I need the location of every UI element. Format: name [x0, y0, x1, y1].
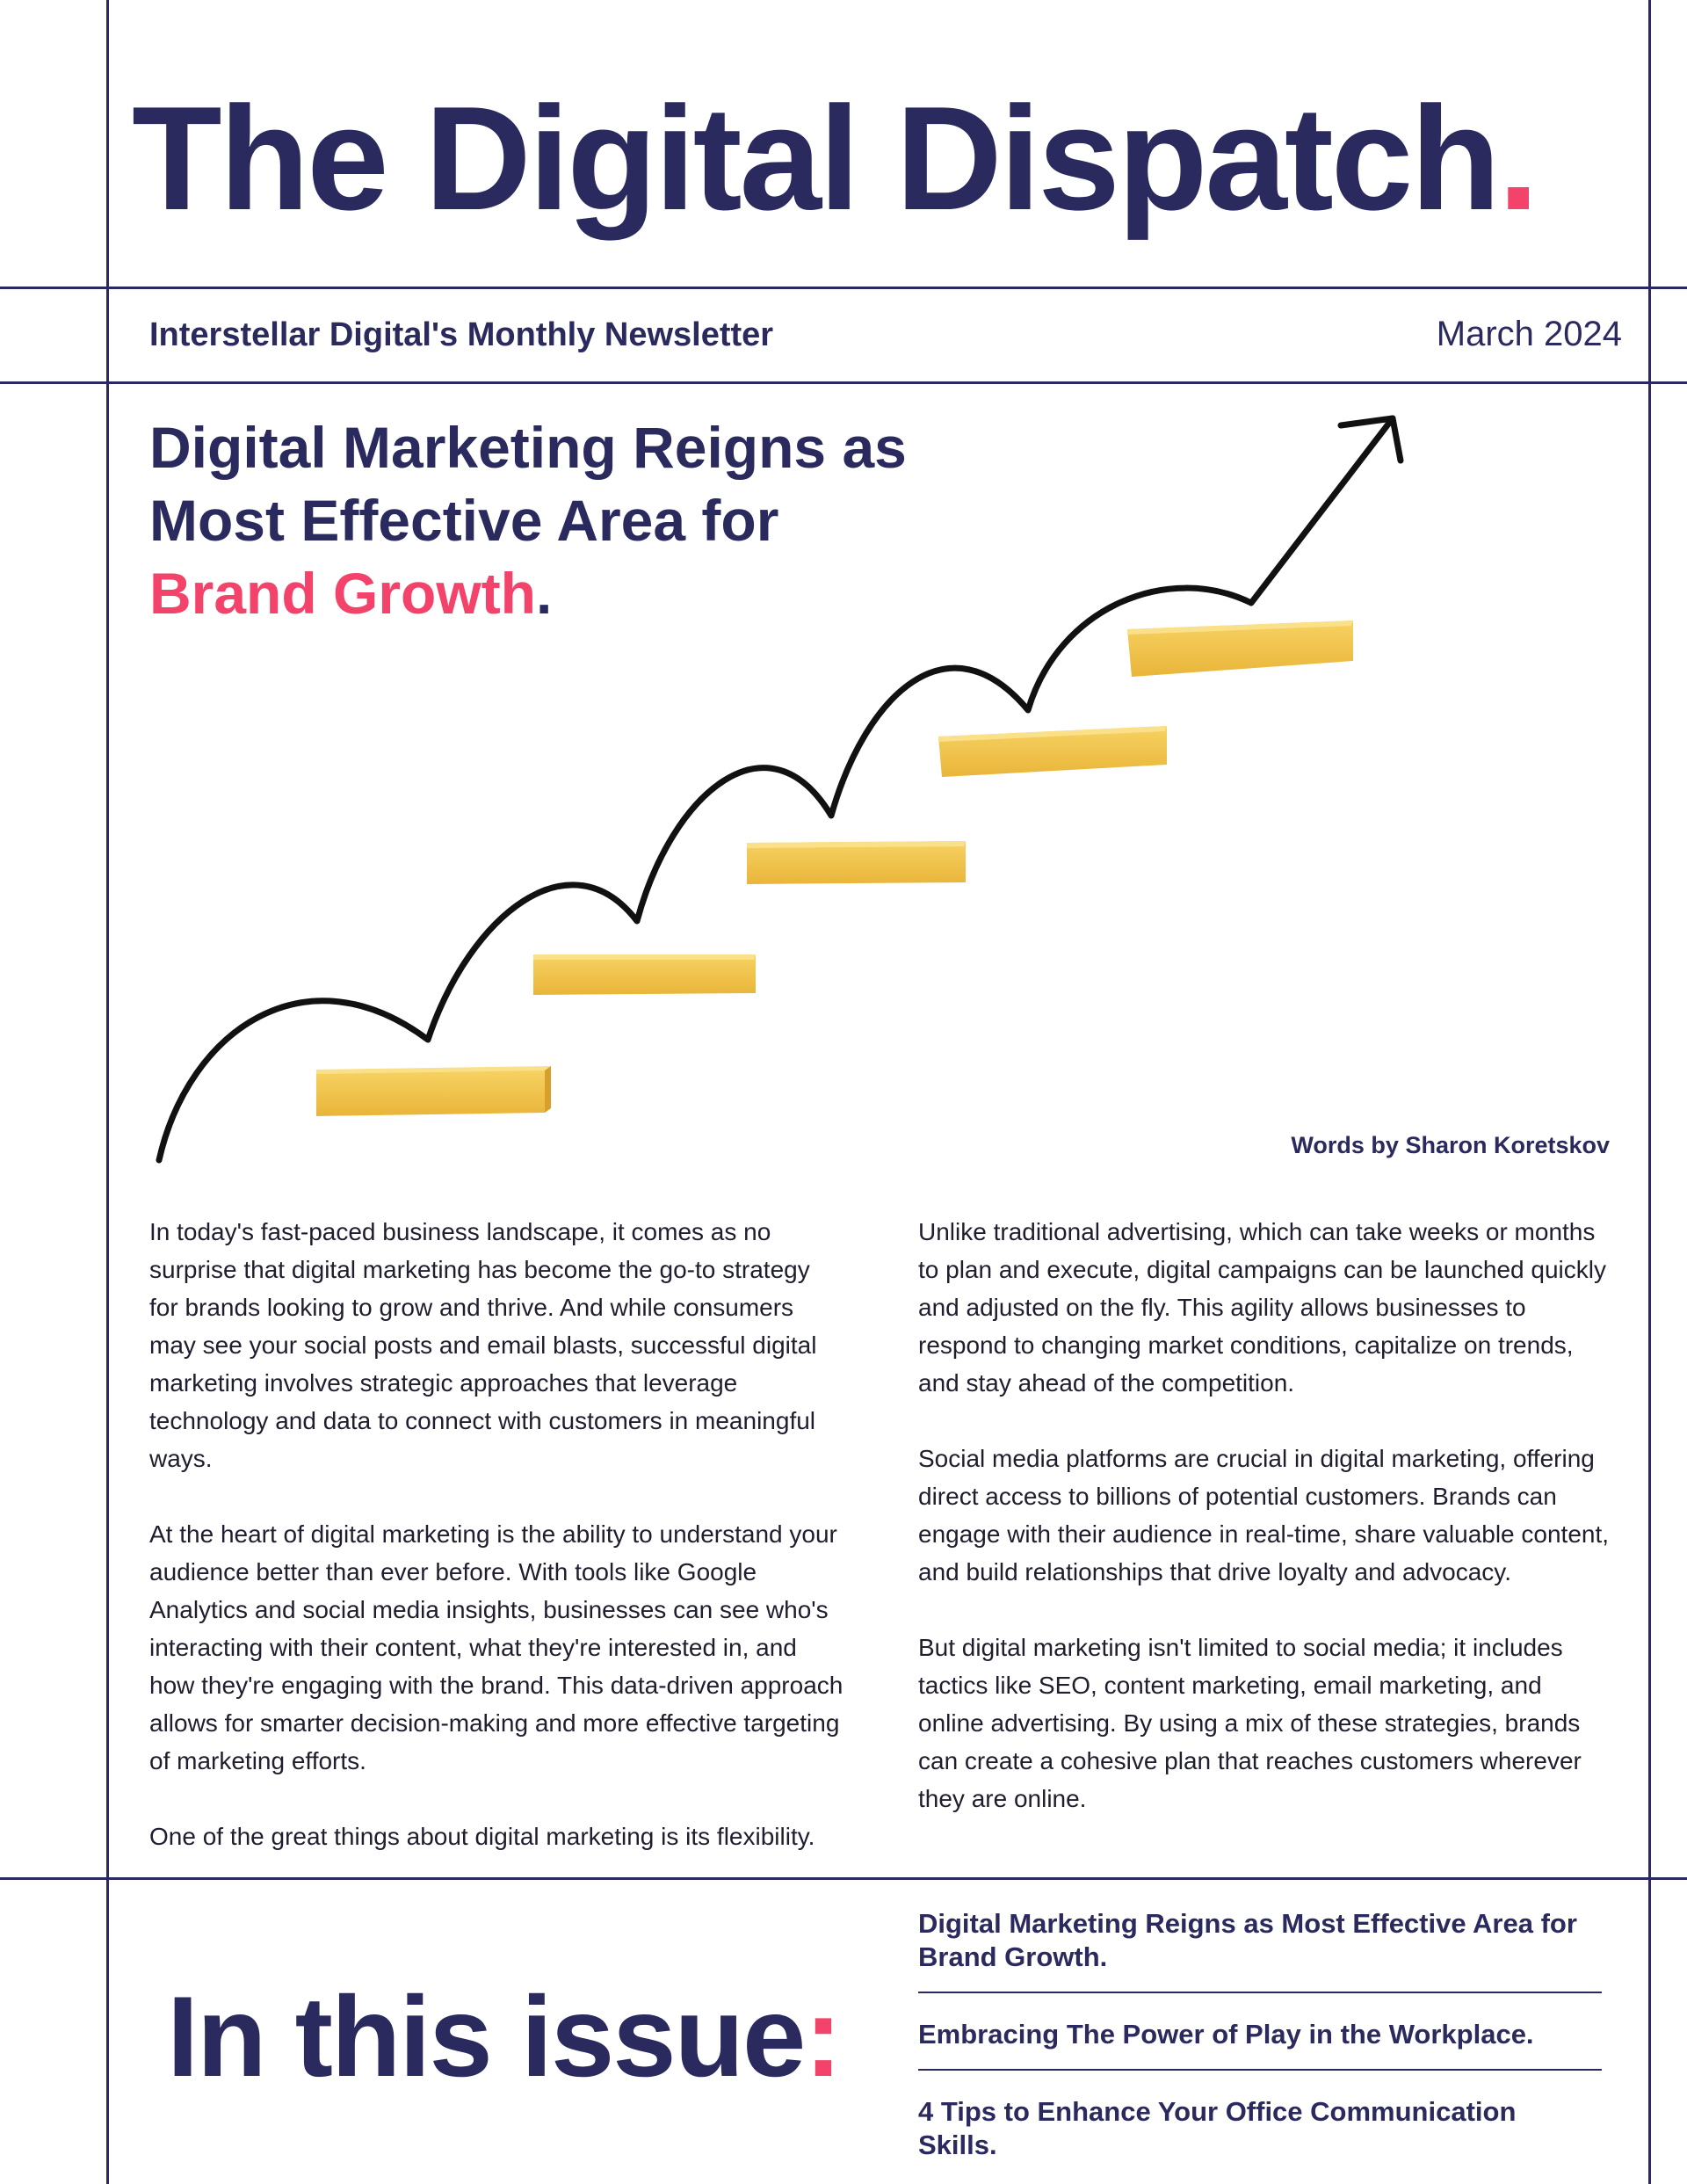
frame-line-left: [106, 0, 109, 2184]
issue-contents-list: Digital Marketing Reigns as Most Effecti…: [918, 1907, 1602, 2180]
headline-period: .: [536, 561, 553, 626]
headline-highlight: Brand Growth: [149, 561, 536, 626]
newsletter-subtitle: Interstellar Digital's Monthly Newslette…: [149, 316, 774, 353]
frame-line-right: [1648, 0, 1651, 2184]
issue-date: March 2024: [1436, 315, 1622, 353]
feature-headline: Digital Marketing Reigns as Most Effecti…: [149, 411, 1028, 630]
in-this-issue-heading: In this issue:: [167, 1979, 843, 2093]
article-paragraph: In today's fast-paced business landscape…: [149, 1218, 817, 1472]
article-paragraph: At the heart of digital marketing is the…: [149, 1520, 844, 1774]
article-paragraph: One of the great things about digital ma…: [149, 1823, 815, 1850]
toc-item-communication-tips[interactable]: 4 Tips to Enhance Your Office Communicat…: [918, 2069, 1602, 2180]
article-column-right: Unlike traditional advertising, which ca…: [918, 1213, 1612, 1855]
wooden-step-2: [533, 954, 756, 995]
arrowhead-icon: [1337, 415, 1404, 464]
article-column-left: In today's fast-paced business landscape…: [149, 1213, 844, 1893]
wooden-step-3: [747, 841, 966, 884]
wooden-step-5: [1127, 620, 1353, 677]
growth-curve-arrow: [156, 415, 1396, 1164]
wooden-step-4: [938, 726, 1167, 777]
toc-item-power-of-play[interactable]: Embracing The Power of Play in the Workp…: [918, 1992, 1602, 2069]
headline-line-1: Digital Marketing Reigns as: [149, 415, 907, 480]
headline-line-2: Most Effective Area for: [149, 488, 779, 553]
growth-steps-illustration: [156, 415, 1404, 1164]
article-paragraph: Unlike traditional advertising, which ca…: [918, 1218, 1606, 1397]
article-paragraph: Social media platforms are crucial in di…: [918, 1445, 1610, 1585]
article-byline: Words by Sharon Koretskov: [1291, 1132, 1610, 1158]
newsletter-title-text: The Digital Dispatch: [132, 76, 1501, 241]
divider-issue: [0, 1877, 1687, 1880]
divider-subheader: [0, 381, 1687, 384]
article-paragraph: But digital marketing isn't limited to s…: [918, 1634, 1582, 1812]
toc-item-digital-marketing[interactable]: Digital Marketing Reigns as Most Effecti…: [918, 1908, 1577, 1972]
divider-masthead: [0, 287, 1687, 289]
in-this-issue-text: In this issue: [167, 1972, 806, 2101]
heading-accent-colon: :: [804, 1972, 842, 2101]
newsletter-title: The Digital Dispatch.: [132, 84, 1539, 232]
title-accent-dot: .: [1497, 76, 1539, 241]
wooden-step-1: [316, 1066, 551, 1116]
